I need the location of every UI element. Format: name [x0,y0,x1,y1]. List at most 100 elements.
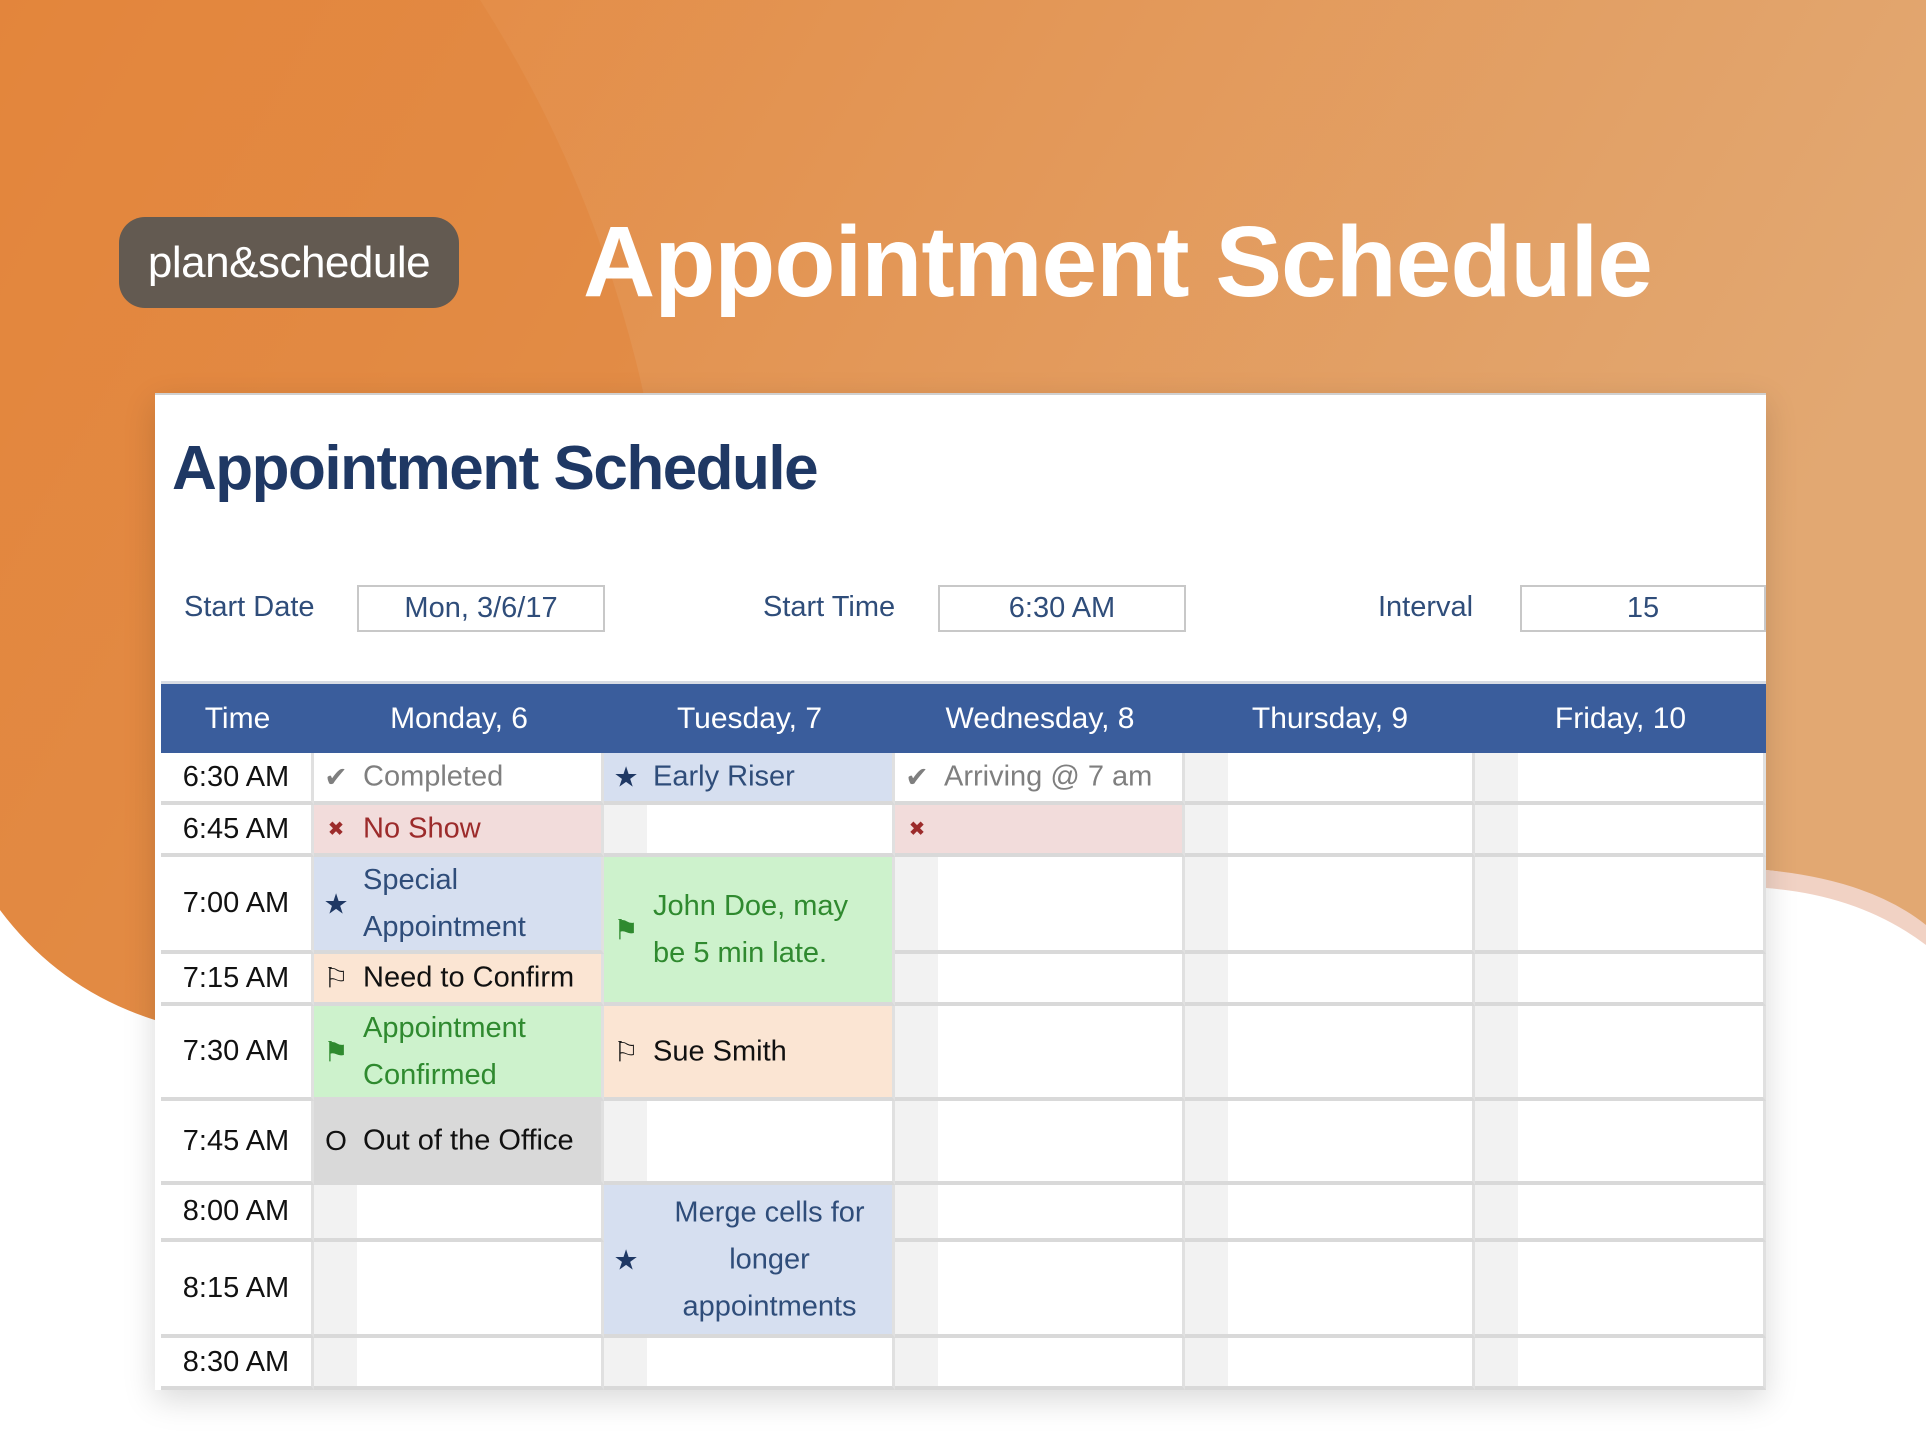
status-strip [1475,1006,1518,1097]
empty-slot[interactable] [1475,753,1766,805]
empty-slot[interactable] [1185,753,1475,805]
empty-slot[interactable] [895,857,1185,954]
status-strip [895,1338,938,1386]
empty-slot[interactable] [314,1185,604,1242]
status-strip [895,1006,938,1097]
status-strip [1185,1242,1228,1334]
empty-slot[interactable] [895,954,1185,1006]
appointment-text: Arriving @ 7 am [944,760,1153,793]
interval-field[interactable]: 15 [1520,585,1766,632]
empty-slot[interactable] [1475,1338,1766,1390]
star-icon: ★ [323,888,349,919]
start-date-field[interactable]: Mon, 3/6/17 [357,585,605,632]
empty-slot[interactable] [1185,857,1475,954]
empty-slot[interactable] [314,1242,604,1338]
empty-slot[interactable] [1185,1006,1475,1101]
status-strip [1185,954,1228,1002]
header-day: Thursday, 9 [1251,702,1409,735]
flag-outline-icon: ⚐ [613,1036,639,1067]
empty-slot[interactable] [1475,1242,1766,1338]
star-icon: ★ [613,1244,639,1275]
empty-slot[interactable] [895,1101,1185,1185]
time-cell: 7:30 AM [161,1006,314,1101]
x-icon: ✖ [327,818,345,841]
appointment-cell[interactable]: ⚐ Sue Smith [604,1006,895,1101]
flag-outline-icon: ⚐ [323,962,349,994]
status-strip [604,805,647,853]
time-cell: 6:30 AM [161,753,314,805]
time-cell: 8:15 AM [161,1242,314,1338]
status-strip [1185,1338,1228,1386]
status-strip [1475,753,1518,801]
empty-slot[interactable] [1185,1101,1475,1185]
interval-label: Interval [1378,591,1474,623]
header-day: Friday, 10 [1554,702,1687,735]
status-strip [1475,1101,1518,1181]
appointment-cell[interactable]: ★ Special Appointment [314,857,604,954]
empty-slot[interactable] [1475,1185,1766,1242]
flag-filled-icon: ⚑ [613,914,639,945]
appointment-cell[interactable]: ⚑ Appointment Confirmed [314,1006,604,1101]
empty-slot[interactable] [314,1338,604,1390]
empty-slot[interactable] [895,1242,1185,1338]
appointment-cell[interactable]: ★ Merge cells for longer appointments [604,1185,895,1338]
empty-slot[interactable] [895,1185,1185,1242]
empty-slot[interactable] [1475,1101,1766,1185]
status-strip [604,1338,647,1386]
status-strip [1185,753,1228,801]
status-strip [895,954,938,1002]
start-time-field[interactable]: 6:30 AM [938,585,1186,632]
appointment-cell[interactable]: ✔ Arriving @ 7 am [895,753,1185,805]
schedule-grid: 6:30 AM 6:45 AM 7:00 AM 7:15 AM 7:30 AM 7:45 … [161,753,1766,1390]
empty-slot[interactable] [1185,805,1475,857]
header-time: Time [204,702,271,735]
status-strip [604,1101,647,1181]
start-time-label: Start Time [763,591,896,623]
status-strip [1475,857,1518,950]
empty-slot[interactable] [1475,805,1766,857]
status-strip [314,1185,357,1238]
status-strip [1475,954,1518,1002]
appointment-cell[interactable]: ★ Early Riser [604,753,895,805]
appointment-cell[interactable]: ✔ Completed [314,753,604,805]
appointment-cell[interactable]: O Out of the Office [314,1101,604,1185]
empty-slot[interactable] [1185,954,1475,1006]
empty-slot[interactable] [604,1101,895,1185]
empty-slot[interactable] [895,1338,1185,1390]
status-strip [314,1242,357,1334]
empty-slot[interactable] [1475,1006,1766,1101]
empty-slot[interactable] [1185,1242,1475,1338]
status-strip [895,1242,938,1334]
appointment-text: John Doe, may be 5 min late. [653,889,849,969]
appointment-text: Sue Smith [653,1035,787,1067]
time-cell: 8:00 AM [161,1185,314,1242]
time-cell: 6:45 AM [161,805,314,857]
hero-title: Appointment Schedule [583,206,1653,318]
appointment-cell[interactable]: ✖ No Show [314,805,604,857]
circle-o-icon: O [325,1125,347,1156]
empty-slot[interactable] [604,805,895,857]
empty-slot[interactable] [1475,954,1766,1006]
star-icon: ★ [613,761,639,793]
schedule-header-row: Time Monday, 6 Tuesday, 7 Wednesday, 8 T… [161,681,1766,754]
status-strip [1185,805,1228,853]
time-cell: 8:30 AM [161,1338,314,1390]
status-strip [1185,1006,1228,1097]
start-date-label: Start Date [184,591,315,623]
empty-slot[interactable] [604,1338,895,1390]
appointment-text: Special Appointment [363,863,526,943]
empty-slot[interactable] [1185,1185,1475,1242]
status-strip [895,1185,938,1238]
status-strip [1185,1101,1228,1181]
appointment-cell[interactable]: ✖ [895,805,1185,857]
time-cell: 7:15 AM [161,954,314,1006]
status-strip [1475,1338,1518,1386]
appointment-cell[interactable]: ⚑ John Doe, may be 5 min late. [604,857,895,1006]
appointment-cell[interactable]: ⚐ Need to Confirm [314,954,604,1006]
appointment-text: Need to Confirm [363,961,575,994]
flag-filled-icon: ⚑ [323,1036,349,1067]
x-icon: ✖ [908,818,926,841]
empty-slot[interactable] [1475,857,1766,954]
empty-slot[interactable] [1185,1338,1475,1390]
empty-slot[interactable] [895,1006,1185,1101]
